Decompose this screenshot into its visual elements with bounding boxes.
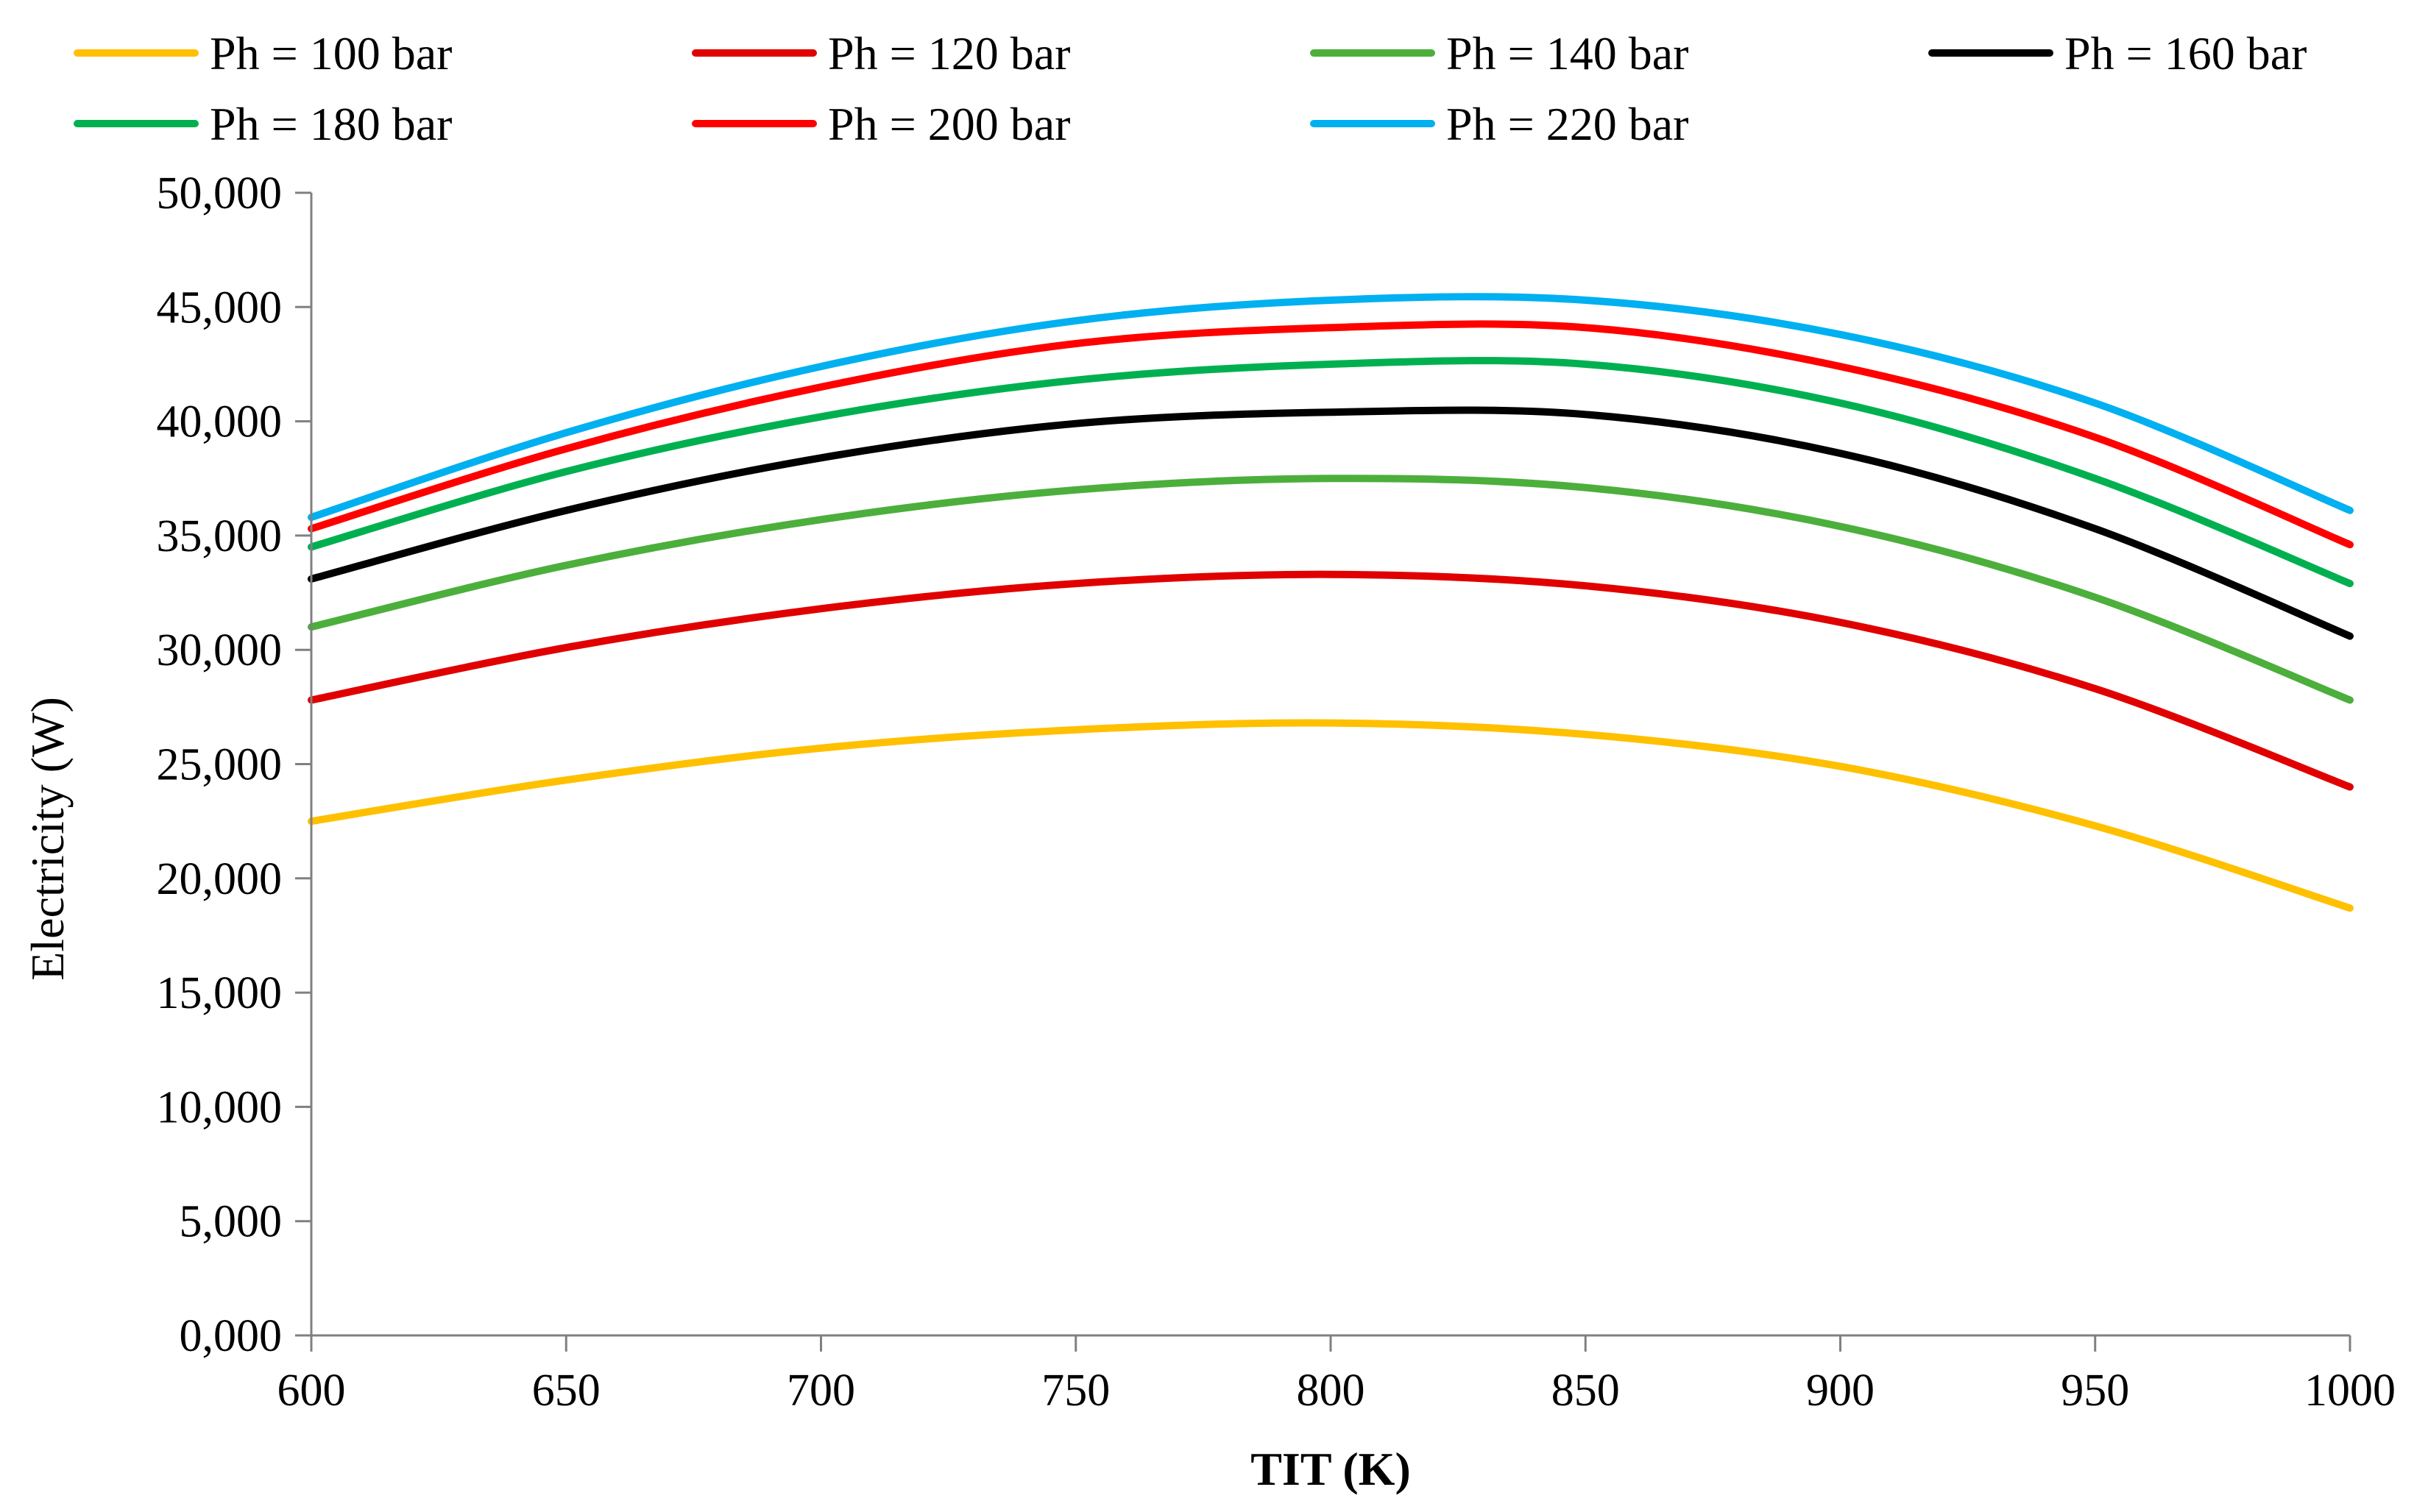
legend-label: Ph = 100 bar	[210, 27, 452, 79]
legend-item: Ph = 100 bar	[74, 27, 452, 79]
series-line-ph-100-bar	[308, 719, 2354, 912]
series-line-ph-200-bar	[308, 320, 2354, 549]
x-tick-label: 1000	[2304, 1366, 2396, 1416]
x-tick-label: 950	[2061, 1366, 2129, 1416]
legend-item: Ph = 180 bar	[74, 98, 452, 150]
x-tick-label: 600	[277, 1366, 346, 1416]
y-tick-label: 30,000	[157, 625, 283, 675]
legend-item: Ph = 160 bar	[1928, 27, 2307, 79]
y-tick-label: 0,000	[180, 1311, 283, 1361]
y-tick-label: 15,000	[157, 968, 283, 1018]
x-tick-label: 800	[1297, 1366, 1365, 1416]
x-tick-label: 650	[532, 1366, 601, 1416]
y-tick-label: 35,000	[157, 511, 283, 561]
y-tick-label: 20,000	[157, 854, 283, 904]
legend-label: Ph = 160 bar	[2064, 27, 2307, 79]
y-tick-label: 40,000	[157, 397, 283, 447]
x-tick-label: 850	[1551, 1366, 1620, 1416]
legend-label: Ph = 180 bar	[210, 98, 452, 150]
series-line-ph-120-bar	[308, 570, 2354, 791]
plot-area: 0,000 5,000 10,000 15,000 20,000 25,000 30,000…	[157, 168, 2396, 1416]
legend-label: Ph = 200 bar	[828, 98, 1070, 150]
legend-item: Ph = 200 bar	[692, 98, 1070, 150]
series-line-ph-160-bar	[308, 406, 2354, 640]
y-tick-label: 45,000	[157, 283, 283, 333]
x-tick-label: 750	[1041, 1366, 1110, 1416]
series-lines	[308, 293, 2354, 912]
x-tick-label: 900	[1806, 1366, 1875, 1416]
series-line-ph-180-bar	[308, 357, 2354, 588]
legend-label: Ph = 220 bar	[1446, 98, 1688, 150]
legend-label: Ph = 140 bar	[1446, 27, 1688, 79]
y-tick-label: 10,000	[157, 1082, 283, 1132]
legend-item: Ph = 120 bar	[692, 27, 1070, 79]
y-axis-title: Electricity (W)	[21, 697, 74, 981]
x-tick-label: 700	[787, 1366, 855, 1416]
series-line-ph-220-bar	[308, 293, 2354, 522]
y-tick-label: 50,000	[157, 168, 283, 219]
x-axis-title: TIT (K)	[1250, 1443, 1411, 1495]
legend-label: Ph = 120 bar	[828, 27, 1070, 79]
y-axis-ticks: 0,000 5,000 10,000 15,000 20,000 25,000 30,000…	[157, 168, 311, 1361]
x-axis-ticks: 600 650 700 750 800 850 900 950 1000	[277, 1335, 2396, 1416]
legend: Ph = 100 bar Ph = 120 bar Ph = 140 bar Ph =…	[74, 27, 2307, 150]
series-line-ph-140-bar	[308, 475, 2354, 704]
y-tick-label: 5,000	[180, 1197, 283, 1247]
y-tick-label: 25,000	[157, 740, 283, 790]
legend-item: Ph = 140 bar	[1310, 27, 1688, 79]
legend-item: Ph = 220 bar	[1310, 98, 1688, 150]
